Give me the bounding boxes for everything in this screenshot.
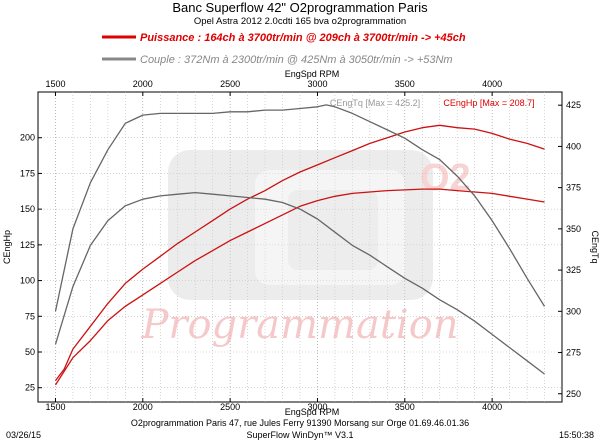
y-left-tick-label: 150: [20, 204, 35, 214]
x-tick-label-bottom: 3000: [307, 402, 327, 412]
grid: [38, 92, 562, 402]
y-right-tick-label: 300: [566, 306, 581, 316]
y-left-tick-label: 25: [25, 383, 35, 393]
series-lines: [54, 104, 546, 386]
power-max-annotation: CEngHp [Max = 208.7]: [443, 98, 534, 108]
footer-software: SuperFlow WinDyn™ V3.1: [246, 430, 353, 440]
watermark-text: Programmation: [140, 302, 458, 348]
y-right-tick-label: 425: [566, 100, 581, 110]
x-tick-label-top: 4000: [482, 79, 502, 89]
y-left-tick-label: 50: [25, 347, 35, 357]
x-tick-label-bottom: 4000: [482, 402, 502, 412]
x-tick-label-bottom: 2500: [220, 402, 240, 412]
o2-watermark-logo: O2: [168, 150, 471, 300]
x-tick-label-bottom: 3500: [395, 402, 415, 412]
y-right-tick-label: 275: [566, 348, 581, 358]
y-right-tick-label: 325: [566, 265, 581, 275]
footer-date: 03/26/15: [6, 430, 41, 440]
y-left-tick-label: 125: [20, 240, 35, 250]
footer-time: 15:50:38: [559, 430, 594, 440]
x-axis-label-bottom: EngSpd RPM: [285, 407, 340, 417]
chart-title: Banc Superflow 42" O2programmation Paris: [172, 0, 428, 15]
torque-curve-tuned: [54, 104, 546, 312]
y-left-tick-label: 175: [20, 168, 35, 178]
x-tick-label-bottom: 1500: [45, 402, 65, 412]
power-legend-label: Puissance : 164ch à 3700tr/min @ 209ch à…: [140, 32, 466, 44]
power-curve-tuned: [54, 124, 545, 381]
chart-subtitle: Opel Astra 2012 2.0cdti 165 bva o2progra…: [194, 16, 406, 27]
x-axis-label-top: EngSpd RPM: [285, 69, 340, 79]
x-tick-label-top: 2500: [220, 79, 240, 89]
y-left-tick-label: 75: [25, 311, 35, 321]
watermark-logo-text: O2: [420, 157, 471, 199]
x-tick-label-bottom: 2000: [133, 402, 153, 412]
torque-max-annotation: CEngTq [Max = 425.2]: [330, 98, 420, 108]
power-curve-stock: [54, 188, 545, 386]
y-left-tick-label: 200: [20, 133, 35, 143]
x-tick-label-top: 2000: [133, 79, 153, 89]
y-right-tick-label: 350: [566, 224, 581, 234]
footer-address: O2programmation Paris 47, rue Jules Ferr…: [131, 418, 469, 428]
x-tick-label-top: 3000: [307, 79, 327, 89]
y-right-tick-label: 400: [566, 141, 581, 151]
x-tick-label-top: 3500: [395, 79, 415, 89]
y-right-tick-label: 250: [566, 389, 581, 399]
torque-curve-stock: [54, 191, 545, 375]
torque-legend-label: Couple : 372Nm à 2300tr/min @ 425Nm à 30…: [140, 54, 453, 66]
x-tick-label-top: 1500: [45, 79, 65, 89]
y-axis-label-right: CEngTq: [590, 230, 600, 263]
y-axis-label-left: CEngHp: [2, 230, 12, 264]
axis-ticks: 1500 1500 2000 2000 2500 2500 3000 3000 3500 3500…: [20, 79, 581, 412]
y-left-tick-label: 100: [20, 276, 35, 286]
y-right-tick-label: 375: [566, 183, 581, 193]
